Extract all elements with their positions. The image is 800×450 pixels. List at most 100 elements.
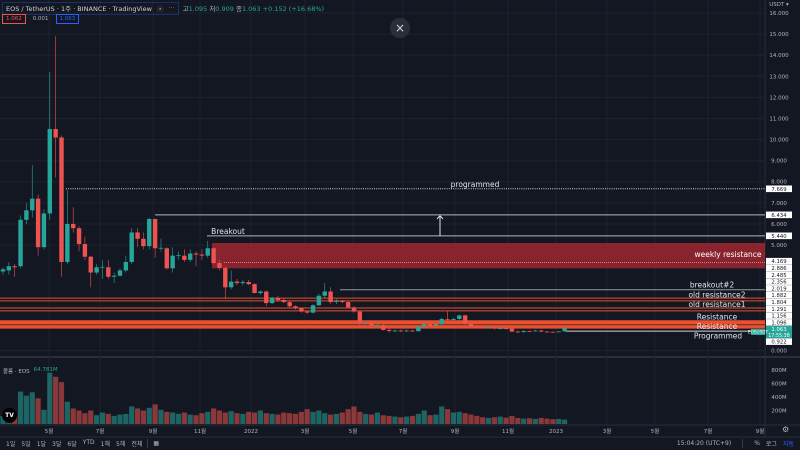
time-tick-label: 9월 [756, 427, 765, 435]
volume-bar [76, 410, 82, 424]
timeframe-5[interactable]: YTD [82, 439, 95, 446]
volume-legend: 볼륨 · EOS 64.781M [3, 367, 58, 375]
volume-bar [251, 412, 258, 424]
bar-countdown: 17:55:38 [768, 333, 790, 339]
candle-body [71, 224, 76, 229]
last-price-value: 1.063 [771, 327, 786, 333]
level-label: Programmed [694, 332, 743, 341]
candle-body [65, 224, 70, 262]
volume-bar [99, 412, 106, 424]
price-tick-label: 14.000 [769, 53, 789, 59]
tradingview-logo[interactable]: TV [2, 408, 17, 423]
volume-bar [64, 401, 70, 424]
volume-bar [292, 413, 299, 424]
candle-body [188, 253, 193, 260]
candle-body [515, 331, 520, 333]
price-label-box [766, 291, 792, 299]
volume-bar [211, 408, 217, 424]
close-button[interactable]: × [390, 18, 410, 38]
volume-bar [544, 418, 550, 424]
candle-body [375, 325, 380, 326]
candle-body [252, 284, 257, 293]
candle-body [106, 267, 111, 277]
volume-bar [485, 417, 492, 424]
candle-body [129, 232, 134, 262]
timeframe-8[interactable]: 전체 [131, 441, 143, 448]
volume-bar [491, 417, 497, 424]
volume-bar [246, 411, 252, 424]
symbol-tag: EOSUSDT [748, 330, 769, 335]
price-label-box [766, 271, 792, 279]
candle-body [398, 330, 403, 332]
price-label: 1.291 [771, 307, 786, 313]
volume-bar [409, 415, 416, 424]
calendar-icon[interactable]: ▦ [153, 440, 160, 447]
candle-body [445, 318, 450, 320]
price-label-box [766, 264, 792, 272]
candle-body [193, 253, 199, 255]
log-toggle[interactable]: 로그 [765, 441, 777, 448]
trade-price-row: 1.062 0.001 1.063 [2, 14, 80, 24]
candle-body [451, 318, 456, 321]
candle-body [334, 301, 339, 303]
candle-body [82, 244, 88, 257]
volume-bar [345, 409, 351, 424]
volume-bar [374, 412, 380, 424]
gear-icon[interactable]: ⚙ [782, 425, 790, 434]
candle-body [340, 301, 345, 303]
timeframe-6[interactable]: 1해 [100, 441, 111, 448]
time-tick-label: 2022 [244, 429, 258, 435]
candle-body [30, 198, 35, 211]
candle-body [539, 330, 544, 332]
volume-bar [275, 414, 281, 424]
time-tick-label: 2023 [549, 429, 563, 435]
volume-bar [532, 418, 538, 424]
symbol-tag-box [751, 329, 765, 335]
candle-body [217, 263, 222, 268]
price-tick-label: 6.000 [771, 222, 787, 228]
volume-bar [146, 407, 152, 424]
timeframe-7[interactable]: 5해 [116, 441, 126, 448]
timeframe-3[interactable]: 3달 [52, 441, 62, 448]
price-tick-label: 11.000 [769, 117, 789, 123]
price-label-box [766, 278, 792, 285]
price-label-box [766, 211, 792, 219]
close-label: 종 [235, 5, 242, 13]
more-icon[interactable]: ··· [168, 4, 175, 12]
candle-body [35, 198, 41, 248]
candle-body [199, 254, 205, 256]
symbol-title-box[interactable]: EOS / TetherUS · 1주 · BINANCE · TradingV… [2, 1, 179, 15]
price-label: 7.669 [771, 187, 786, 193]
auto-toggle[interactable]: 자동 [782, 441, 794, 448]
volume-bar [257, 410, 263, 424]
volume-bar [199, 413, 205, 424]
sell-price[interactable]: 1.062 [2, 14, 26, 24]
buy-price[interactable]: 1.063 [55, 14, 80, 24]
price-tick-label: 10.000 [769, 138, 789, 144]
candle-body [12, 266, 17, 268]
timeframe-4[interactable]: 6달 [67, 441, 77, 448]
candle-body [486, 326, 491, 328]
close-value: 1.063 [241, 5, 261, 13]
volume-bar [117, 414, 123, 424]
level-label: old resistance1 [688, 300, 745, 309]
divider [742, 439, 744, 448]
axis-unit-label: USDT ▾ [769, 2, 789, 8]
time-tick-label: 11월 [502, 427, 514, 435]
price-label: 1.156 [771, 314, 787, 320]
volume-tick-label: 200M [771, 409, 786, 415]
volume-bar [129, 406, 135, 424]
timeframe-0[interactable]: 1일 [6, 441, 16, 448]
candle-body [544, 331, 550, 333]
volume-bar [88, 410, 94, 424]
low-value: 0.909 [215, 5, 234, 13]
timeframe-2[interactable]: 1달 [36, 441, 47, 448]
price-tick-label: 0.000 [771, 349, 787, 355]
candle-body [503, 328, 509, 330]
volume-bar [480, 417, 486, 424]
price-tick-label: 12.000 [769, 95, 789, 101]
percent-toggle[interactable]: % [754, 440, 760, 447]
hide-icon[interactable]: ⦿ [156, 5, 164, 13]
timeframe-1[interactable]: 5일 [21, 441, 31, 448]
